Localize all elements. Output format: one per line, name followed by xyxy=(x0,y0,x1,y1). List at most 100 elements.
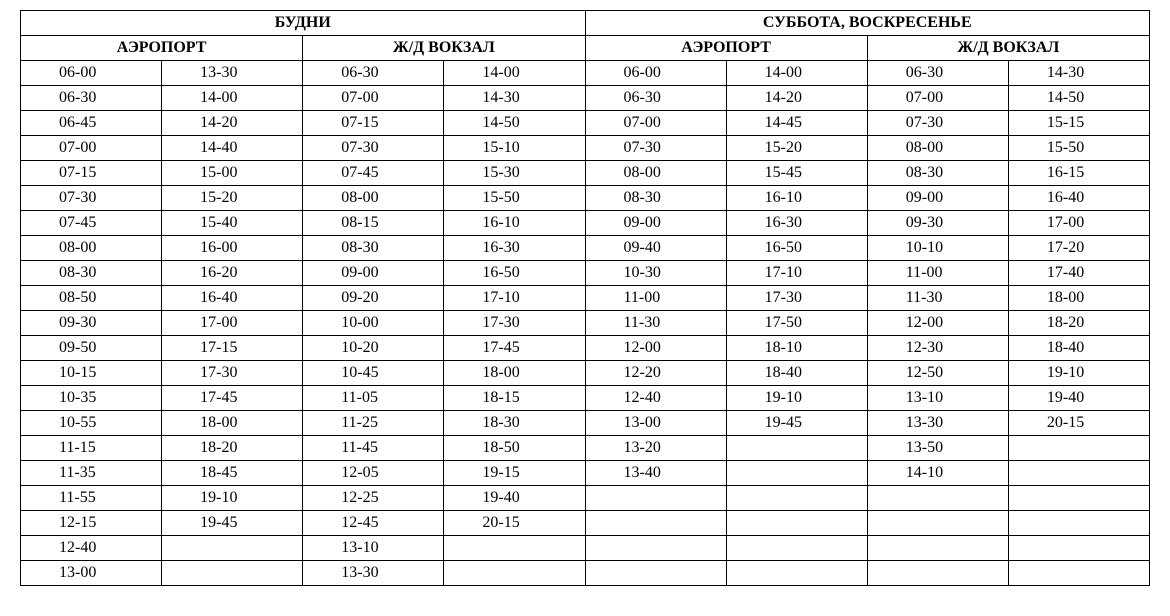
time-cell: 18-20 xyxy=(1008,311,1149,336)
time-cell xyxy=(867,511,1008,536)
sub-header-cell: АЭРОПОРТ xyxy=(585,36,867,61)
time-cell xyxy=(585,486,726,511)
time-cell: 08-15 xyxy=(303,211,444,236)
time-cell: 07-45 xyxy=(21,211,162,236)
time-cell: 07-00 xyxy=(303,86,444,111)
time-cell: 08-30 xyxy=(585,186,726,211)
time-cell: 13-00 xyxy=(585,411,726,436)
time-cell: 20-15 xyxy=(1008,411,1149,436)
time-cell: 10-55 xyxy=(21,411,162,436)
time-cell: 12-00 xyxy=(867,311,1008,336)
time-cell: 06-00 xyxy=(585,61,726,86)
time-cell: 07-15 xyxy=(21,161,162,186)
top-header-cell: СУББОТА, ВОСКРЕСЕНЬЕ xyxy=(585,11,1150,36)
time-cell: 07-30 xyxy=(585,136,726,161)
schedule-sheet: БУДНИСУББОТА, ВОСКРЕСЕНЬЕ АЭРОПОРТЖ/Д ВО… xyxy=(0,0,1170,616)
time-cell xyxy=(162,561,303,586)
time-cell: 16-30 xyxy=(726,211,867,236)
table-row: 13-0013-30 xyxy=(21,561,1150,586)
time-cell: 06-30 xyxy=(303,61,444,86)
time-cell: 14-30 xyxy=(444,86,585,111)
time-cell: 06-30 xyxy=(867,61,1008,86)
header-row-top: БУДНИСУББОТА, ВОСКРЕСЕНЬЕ xyxy=(21,11,1150,36)
time-cell: 11-35 xyxy=(21,461,162,486)
time-cell: 10-35 xyxy=(21,386,162,411)
time-cell: 07-30 xyxy=(303,136,444,161)
table-row: 09-3017-0010-0017-3011-3017-5012-0018-20 xyxy=(21,311,1150,336)
time-cell: 08-00 xyxy=(303,186,444,211)
time-cell: 06-30 xyxy=(585,86,726,111)
time-cell: 16-10 xyxy=(726,186,867,211)
sub-header-cell: Ж/Д ВОКЗАЛ xyxy=(303,36,585,61)
time-cell xyxy=(1008,561,1149,586)
time-cell: 12-05 xyxy=(303,461,444,486)
time-cell xyxy=(585,536,726,561)
time-cell: 18-45 xyxy=(162,461,303,486)
time-cell: 07-45 xyxy=(303,161,444,186)
time-cell: 12-40 xyxy=(21,536,162,561)
time-cell: 08-00 xyxy=(21,236,162,261)
time-cell: 15-40 xyxy=(162,211,303,236)
time-cell: 17-00 xyxy=(162,311,303,336)
time-cell: 14-00 xyxy=(162,86,303,111)
time-cell xyxy=(726,486,867,511)
time-cell: 17-10 xyxy=(726,261,867,286)
time-cell: 19-40 xyxy=(1008,386,1149,411)
time-cell xyxy=(867,561,1008,586)
time-cell: 15-50 xyxy=(444,186,585,211)
time-cell: 12-50 xyxy=(867,361,1008,386)
time-cell: 17-50 xyxy=(726,311,867,336)
time-cell: 14-00 xyxy=(726,61,867,86)
time-cell: 06-45 xyxy=(21,111,162,136)
time-cell: 15-10 xyxy=(444,136,585,161)
time-cell xyxy=(726,436,867,461)
time-cell: 19-40 xyxy=(444,486,585,511)
time-cell xyxy=(585,511,726,536)
time-cell: 07-00 xyxy=(867,86,1008,111)
time-cell: 18-10 xyxy=(726,336,867,361)
time-cell: 16-20 xyxy=(162,261,303,286)
time-cell: 14-45 xyxy=(726,111,867,136)
time-cell: 17-15 xyxy=(162,336,303,361)
top-header-cell: БУДНИ xyxy=(21,11,586,36)
time-cell: 15-30 xyxy=(444,161,585,186)
time-cell: 16-50 xyxy=(726,236,867,261)
table-body: 06-0013-3006-3014-0006-0014-0006-3014-30… xyxy=(21,61,1150,586)
table-row: 11-3518-4512-0519-1513-4014-10 xyxy=(21,461,1150,486)
time-cell: 16-10 xyxy=(444,211,585,236)
table-row: 07-0014-4007-3015-1007-3015-2008-0015-50 xyxy=(21,136,1150,161)
time-cell: 15-45 xyxy=(726,161,867,186)
time-cell: 11-25 xyxy=(303,411,444,436)
time-cell xyxy=(162,536,303,561)
time-cell: 13-20 xyxy=(585,436,726,461)
time-cell: 19-45 xyxy=(726,411,867,436)
time-cell: 16-15 xyxy=(1008,161,1149,186)
time-cell: 17-10 xyxy=(444,286,585,311)
time-cell: 16-40 xyxy=(1008,186,1149,211)
time-cell: 11-05 xyxy=(303,386,444,411)
time-cell: 15-20 xyxy=(162,186,303,211)
time-cell: 18-00 xyxy=(1008,286,1149,311)
time-cell: 13-40 xyxy=(585,461,726,486)
time-cell: 17-45 xyxy=(162,386,303,411)
time-cell: 15-20 xyxy=(726,136,867,161)
time-cell: 17-30 xyxy=(726,286,867,311)
time-cell: 19-10 xyxy=(162,486,303,511)
time-cell xyxy=(867,486,1008,511)
time-cell: 17-45 xyxy=(444,336,585,361)
time-cell xyxy=(726,461,867,486)
time-cell: 13-10 xyxy=(867,386,1008,411)
time-cell: 12-30 xyxy=(867,336,1008,361)
time-cell: 12-20 xyxy=(585,361,726,386)
time-cell: 16-30 xyxy=(444,236,585,261)
sub-header-cell: АЭРОПОРТ xyxy=(21,36,303,61)
time-cell: 07-15 xyxy=(303,111,444,136)
time-cell: 18-20 xyxy=(162,436,303,461)
time-cell: 12-40 xyxy=(585,386,726,411)
time-cell: 13-00 xyxy=(21,561,162,586)
time-cell: 09-20 xyxy=(303,286,444,311)
table-row: 11-5519-1012-2519-40 xyxy=(21,486,1150,511)
time-cell: 06-30 xyxy=(21,86,162,111)
time-cell xyxy=(1008,486,1149,511)
time-cell xyxy=(1008,461,1149,486)
